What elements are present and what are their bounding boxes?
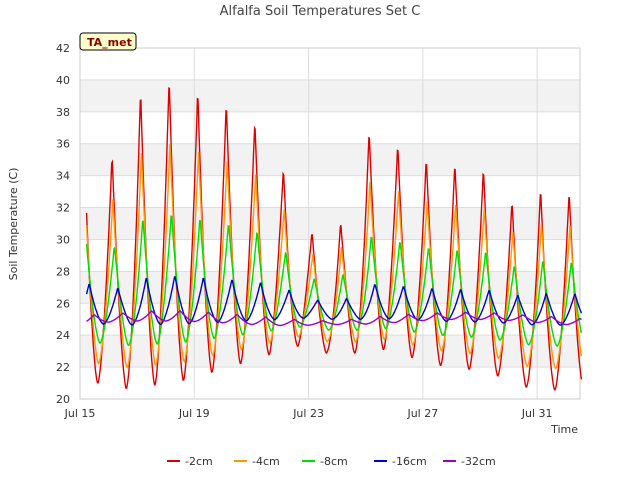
legend-label: -4cm [252,455,280,468]
y-tick-label: 20 [56,393,70,406]
y-tick-label: 32 [56,202,70,215]
y-tick-label: 34 [56,170,70,183]
x-tick-label: Jul 31 [521,407,553,420]
series-line-minus-16cm [85,276,583,326]
plot-band [80,79,580,112]
legend-label: -2cm [185,455,213,468]
y-tick-label: 36 [56,138,70,151]
plot-frame [79,47,581,400]
y-tick-label: 40 [56,74,70,87]
series-lines [85,87,583,391]
y-tick-label: 26 [56,297,70,310]
y-tick-label: 22 [56,361,70,374]
plot-band [80,207,580,240]
legend: -2cm -4cm -8cm -16cm -32cm [167,455,496,468]
ta-met-badge-label: TA_met [87,36,132,49]
x-tick-label: Jul 15 [64,407,96,420]
y-tick-label: 38 [56,106,70,119]
chart-title: Alfalfa Soil Temperatures Set C [220,4,421,19]
series-line-minus-8cm [85,215,583,347]
series-line-minus-32cm [86,310,582,327]
legend-label: -8cm [320,455,348,468]
x-tick-label: Jul 19 [178,407,210,420]
y-tick-label: 30 [56,233,70,246]
x-tick-label: Jul 27 [406,407,438,420]
ta-met-badge-box [79,32,137,51]
y-tick-labels: 20 22 24 26 28 30 32 34 36 38 40 42 [56,42,70,406]
plot-band [80,271,580,304]
legend-label: -16cm [392,455,427,468]
series-line-minus-4cm [85,144,583,370]
plot-band [80,143,580,176]
x-axis-label: Time [550,423,578,436]
x-tick-label: Jul 23 [292,407,324,420]
ta-met-badge: TA_met [79,32,137,51]
y-tick-label: 42 [56,42,70,55]
series-line-minus-2cm [85,87,583,391]
y-axis-label: Soil Temperature (C) [7,168,20,281]
legend-label: -32cm [461,455,496,468]
plot-bands [80,79,580,368]
y-tick-label: 28 [56,265,70,278]
x-tick-labels: Jul 15 Jul 19 Jul 23 Jul 27 Jul 31 [64,407,553,420]
y-tick-label: 24 [56,329,70,342]
